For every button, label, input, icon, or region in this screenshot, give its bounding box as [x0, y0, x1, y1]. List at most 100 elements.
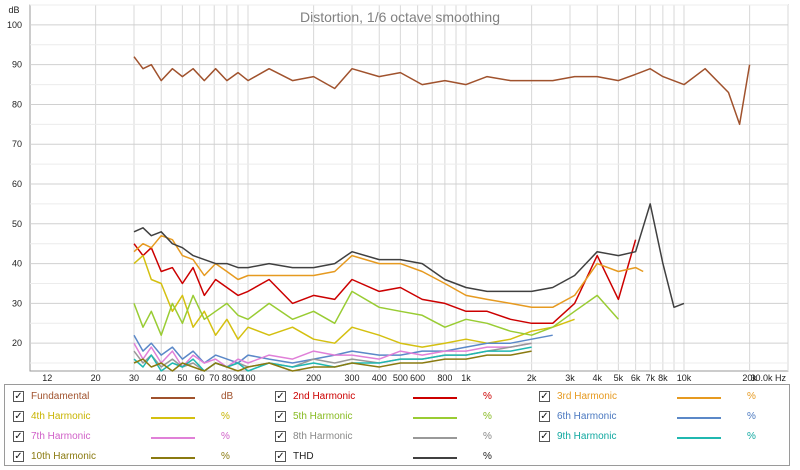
y-axis-label: dB — [8, 5, 19, 15]
legend-checkbox[interactable]: ✓ — [275, 451, 286, 462]
x-tick-label: 30.0k Hz — [750, 373, 786, 383]
y-tick-label: 30 — [12, 298, 22, 308]
legend-label: 8th Harmonic — [293, 431, 353, 442]
legend-label: 2nd Harmonic — [293, 391, 356, 402]
y-tick-label: 100 — [7, 20, 22, 30]
y-tick-label: 80 — [12, 99, 22, 109]
x-tick-label: 80 — [222, 373, 232, 383]
legend-swatch — [151, 437, 195, 439]
legend-checkbox[interactable]: ✓ — [275, 411, 286, 422]
legend-item[interactable]: ✓ 4th Harmonic% — [13, 409, 253, 425]
y-tick-label: 90 — [12, 60, 22, 70]
legend-checkbox[interactable]: ✓ — [539, 391, 550, 402]
series-line — [133, 290, 619, 336]
legend-unit: % — [747, 391, 756, 402]
legend-swatch — [413, 457, 457, 459]
legend-label: 6th Harmonic — [557, 411, 617, 422]
x-tick-label: 300 — [344, 373, 359, 383]
legend-swatch — [677, 437, 721, 439]
legend-label: 7th Harmonic — [31, 431, 91, 442]
x-tick-label: 5k — [614, 373, 624, 383]
legend-item[interactable]: ✓ 5th Harmonic% — [275, 409, 515, 425]
legend-checkbox[interactable]: ✓ — [13, 411, 24, 422]
legend-swatch — [413, 397, 457, 399]
series-line — [133, 334, 553, 364]
x-tick-label: 70 — [209, 373, 219, 383]
legend-unit: % — [221, 411, 230, 422]
x-tick-label: 60 — [195, 373, 205, 383]
x-tick-label: 2k — [527, 373, 537, 383]
x-tick-label: 6k — [631, 373, 641, 383]
y-tick-label: 50 — [12, 219, 22, 229]
x-tick-label: 200 — [306, 373, 321, 383]
legend-checkbox[interactable]: ✓ — [13, 431, 24, 442]
x-tick-label: 20k — [742, 373, 757, 383]
x-tick-label: 20 — [91, 373, 101, 383]
legend-item[interactable]: ✓ 2nd Harmonic% — [275, 389, 515, 405]
series-line — [133, 342, 532, 368]
legend-swatch — [677, 417, 721, 419]
x-tick-label: 10k — [677, 373, 692, 383]
legend-item[interactable]: ✓ 7th Harmonic% — [13, 429, 253, 445]
y-tick-label: 20 — [12, 338, 22, 348]
series-line — [133, 203, 685, 309]
plot-area — [29, 4, 789, 372]
legend-item[interactable]: ✓ 10th Harmonic% — [13, 449, 253, 465]
legend-item[interactable]: ✓ THD% — [275, 449, 515, 465]
legend-unit: % — [221, 451, 230, 462]
legend-label: 3rd Harmonic — [557, 391, 618, 402]
series-line — [133, 254, 575, 348]
x-tick-label: 800 — [437, 373, 452, 383]
x-tick-label: 8k — [658, 373, 668, 383]
legend-swatch — [151, 457, 195, 459]
legend-unit: % — [747, 431, 756, 442]
legend-unit: % — [221, 431, 230, 442]
legend-unit: % — [747, 411, 756, 422]
legend-swatch — [413, 437, 457, 439]
x-tick-label: 7k — [645, 373, 655, 383]
x-tick-label: 12 — [42, 373, 52, 383]
legend-item[interactable]: ✓ 8th Harmonic% — [275, 429, 515, 445]
series-line — [133, 239, 637, 325]
series-line — [133, 56, 751, 126]
x-tick-label: 400 — [372, 373, 387, 383]
x-tick-label: 4k — [592, 373, 602, 383]
legend-checkbox[interactable]: ✓ — [275, 391, 286, 402]
legend-label: 4th Harmonic — [31, 411, 91, 422]
legend-swatch — [151, 397, 195, 399]
legend-panel: ✓ Fundamental dB ✓ 2nd Harmonic% ✓ 3rd Harmoni… — [4, 384, 790, 466]
legend-unit: % — [483, 431, 492, 442]
x-tick-label: 90 — [233, 373, 243, 383]
legend-checkbox[interactable]: ✓ — [13, 451, 24, 462]
legend-item[interactable]: ✓ 9th Harmonic% — [539, 429, 779, 445]
x-tick-label: 100 — [240, 373, 255, 383]
x-tick-label: 1k — [461, 373, 471, 383]
legend-checkbox[interactable]: ✓ — [539, 431, 550, 442]
x-tick-label: 600 — [410, 373, 425, 383]
legend-checkbox[interactable]: ✓ — [539, 411, 550, 422]
x-tick-label: 30 — [129, 373, 139, 383]
legend-label: THD — [293, 451, 314, 462]
series-line — [133, 234, 644, 309]
grid-lines — [30, 4, 789, 371]
x-tick-label: 50 — [177, 373, 187, 383]
x-tick-label: 40 — [156, 373, 166, 383]
legend-item[interactable]: ✓ 6th Harmonic% — [539, 409, 779, 425]
legend-checkbox[interactable]: ✓ — [275, 431, 286, 442]
series-line — [133, 350, 532, 372]
legend-unit: dB — [221, 391, 234, 402]
legend-swatch — [151, 417, 195, 419]
legend-checkbox[interactable]: ✓ — [13, 391, 24, 402]
y-tick-label: 70 — [12, 139, 22, 149]
legend-unit: % — [483, 391, 492, 402]
series-lines — [133, 56, 751, 372]
legend-item[interactable]: ✓ 3rd Harmonic% — [539, 389, 779, 405]
y-tick-label: 60 — [12, 179, 22, 189]
legend-swatch — [677, 397, 721, 399]
legend-label: 5th Harmonic — [293, 411, 353, 422]
legend-unit: % — [483, 451, 492, 462]
legend-label: 10th Harmonic — [31, 451, 97, 462]
legend-item[interactable]: ✓ Fundamental dB — [13, 389, 253, 405]
